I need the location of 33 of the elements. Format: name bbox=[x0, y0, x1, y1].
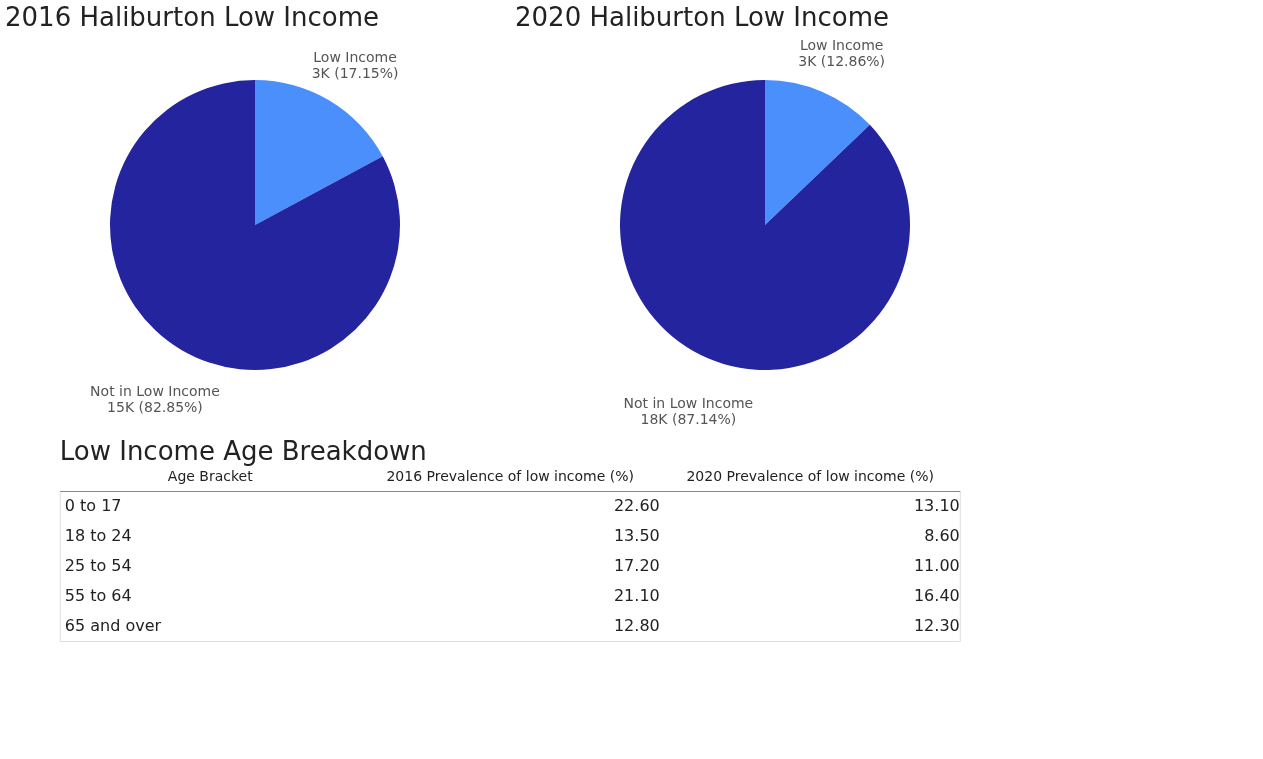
legend-label: 2020 Prevalence of low income (%) bbox=[686, 467, 935, 484]
data-label: 16.40 bbox=[913, 586, 960, 605]
slice-label: Not in Low Income bbox=[623, 395, 754, 412]
pie-slice bbox=[110, 80, 400, 370]
category-label: 25 to 54 bbox=[64, 556, 132, 575]
category-label: 18 to 24 bbox=[64, 526, 132, 545]
data-label: 8.60 bbox=[924, 526, 960, 545]
data-label: 22.60 bbox=[613, 496, 660, 515]
pie-slice bbox=[620, 80, 910, 370]
data-label: 13.50 bbox=[613, 526, 660, 545]
category-label: 0 to 17 bbox=[64, 496, 122, 515]
data-label: 18K (87.14%) bbox=[640, 411, 737, 428]
slice-label: Not in Low Income bbox=[90, 383, 220, 400]
data-label: 15K (82.85%) bbox=[107, 399, 203, 416]
data-label: 12.30 bbox=[913, 616, 960, 635]
chart-title: 2016 Haliburton Low Income bbox=[5, 2, 380, 32]
chart-title: 2020 Haliburton Low Income bbox=[515, 2, 890, 32]
pie-slice bbox=[255, 80, 383, 225]
data-label: 11.00 bbox=[913, 556, 960, 575]
category-label: 55 to 64 bbox=[64, 586, 132, 605]
legend-label: 2016 Prevalence of low income (%) bbox=[386, 467, 635, 484]
data-label: 3K (17.15%) bbox=[311, 64, 399, 81]
data-label: 21.10 bbox=[613, 586, 660, 605]
data-label: 3K (12.86%) bbox=[798, 52, 886, 69]
data-label: 17.20 bbox=[613, 556, 660, 575]
data-label: 13.10 bbox=[913, 496, 960, 515]
slice-label: Low Income bbox=[313, 48, 397, 65]
slice-label: Low Income bbox=[799, 36, 884, 53]
text: Low Income Age Breakdown bbox=[59, 436, 427, 466]
pie-slice bbox=[765, 80, 870, 225]
text: Age Bracket bbox=[167, 467, 254, 484]
data-label: 12.80 bbox=[613, 616, 660, 635]
category-label: 65 and over bbox=[64, 616, 162, 635]
